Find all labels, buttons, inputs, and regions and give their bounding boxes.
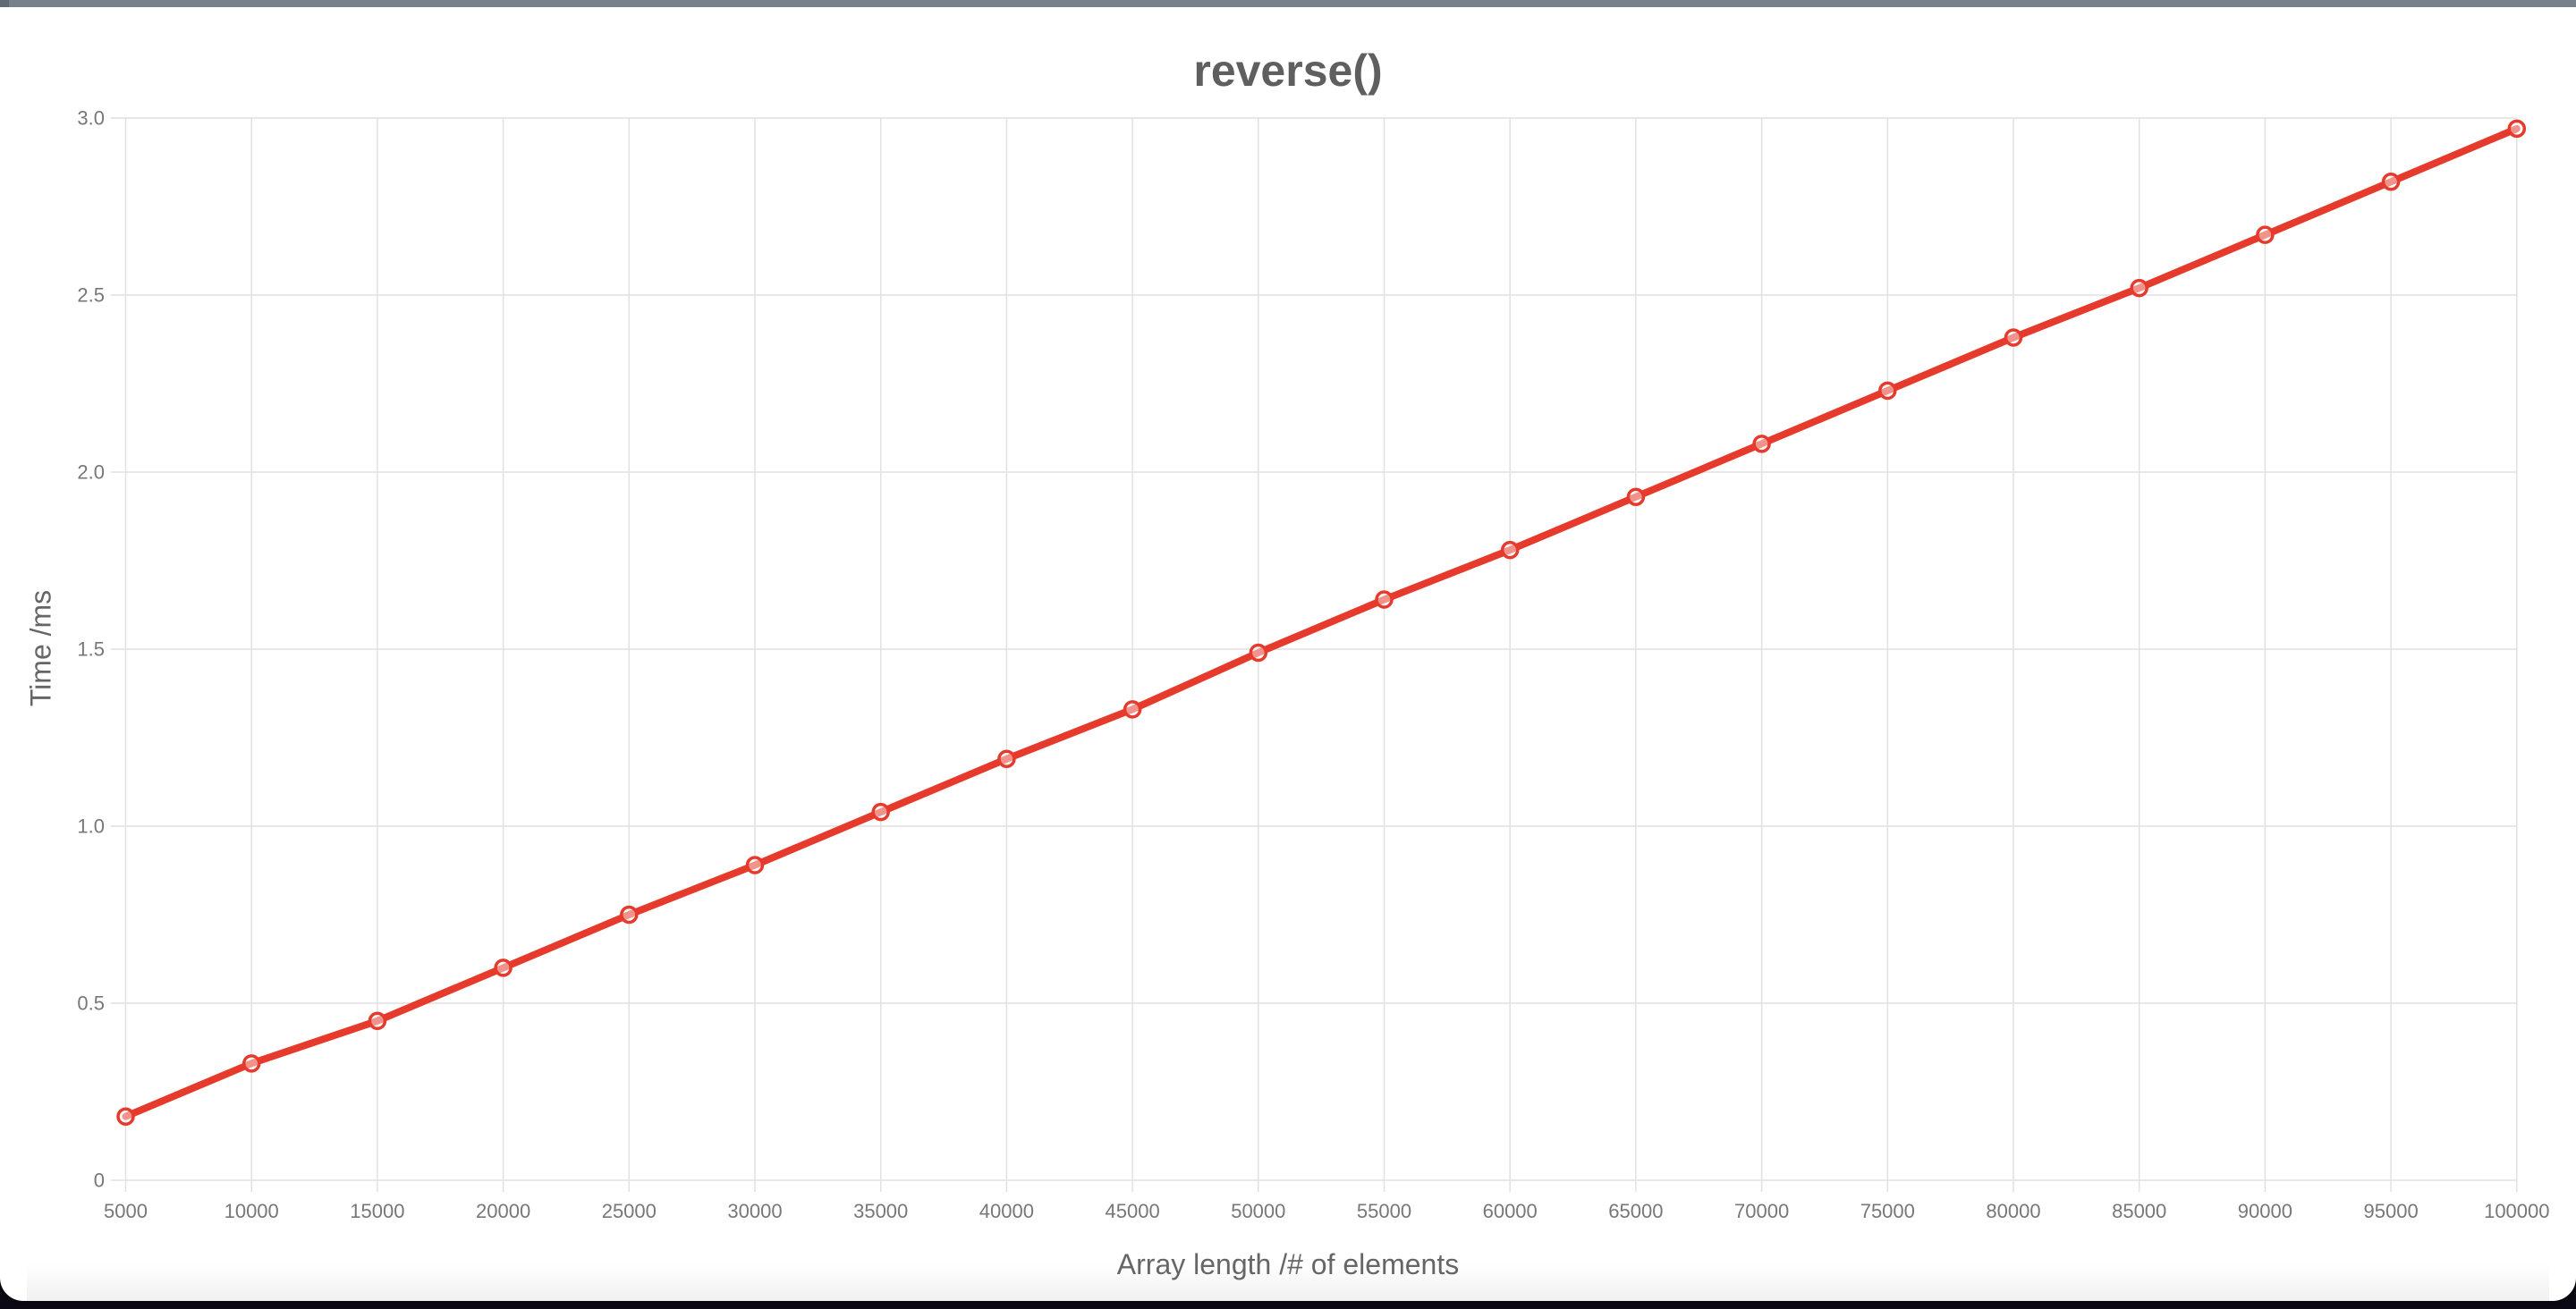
y-axis-tick-label: 3.0 [77,107,105,130]
data-point-marker[interactable] [2004,328,2023,347]
x-axis-tick-label: 20000 [476,1200,530,1222]
x-axis-tick-label: 65000 [1608,1200,1663,1222]
x-axis-tick-label: 95000 [2364,1200,2419,1222]
x-axis-tick-label: 90000 [2238,1200,2292,1222]
y-axis-tick-label: 1.0 [77,815,105,838]
x-axis-tick-label: 85000 [2112,1200,2166,1222]
data-point-marker[interactable] [1878,381,1897,401]
data-point-marker[interactable] [1375,590,1394,609]
x-axis-tick-label: 10000 [225,1200,279,1222]
x-axis-tick-label: 100000 [2484,1200,2549,1222]
window-top-edge-bar [0,0,2576,7]
chart-card [0,7,2576,1301]
data-point-marker[interactable] [2507,119,2527,139]
y-axis-title: Time /ms [24,589,57,707]
x-axis-tick-label: 50000 [1231,1200,1285,1222]
y-axis-tick-label: 2.5 [77,284,105,307]
data-point-marker[interactable] [1123,700,1142,719]
x-axis-tick-label: 30000 [727,1200,782,1222]
x-axis-tick-label: 25000 [602,1200,657,1222]
y-axis-tick-label: 0 [94,1170,105,1192]
y-axis-tick-label: 1.5 [77,638,105,661]
data-point-marker[interactable] [116,1107,135,1126]
data-point-marker[interactable] [1500,540,1520,560]
data-point-marker[interactable] [242,1054,261,1073]
y-axis-tick-label: 0.5 [77,992,105,1015]
x-axis-tick-label: 55000 [1357,1200,1411,1222]
data-point-marker[interactable] [2256,225,2275,244]
data-point-marker[interactable] [1249,643,1268,663]
x-axis-tick-label: 40000 [979,1200,1034,1222]
data-point-marker[interactable] [871,802,890,822]
x-axis-tick-label: 45000 [1106,1200,1160,1222]
x-axis-tick-label: 5000 [104,1200,148,1222]
data-point-marker[interactable] [1626,487,1646,506]
data-point-marker[interactable] [2130,278,2148,298]
y-axis-tick-label: 2.0 [77,461,105,484]
x-axis-tick-label: 75000 [1860,1200,1915,1222]
x-axis-tick-label: 60000 [1483,1200,1538,1222]
x-axis-tick-label: 35000 [853,1200,908,1222]
data-point-marker[interactable] [620,905,639,925]
window-top-edge-corner [0,0,9,7]
data-point-marker[interactable] [2381,173,2401,191]
series-line [122,124,2521,1120]
data-point-marker[interactable] [997,749,1016,769]
x-axis-tick-label: 15000 [350,1200,404,1222]
x-axis-tick-label: 80000 [1986,1200,2040,1222]
chart-title: reverse() [1193,46,1383,96]
x-axis-tick-label: 70000 [1734,1200,1789,1222]
data-point-marker[interactable] [494,959,513,977]
data-point-marker[interactable] [745,856,765,874]
data-point-marker[interactable] [1752,435,1771,453]
x-axis-title: Array length /# of elements [1116,1248,1460,1280]
data-point-marker[interactable] [368,1011,387,1031]
